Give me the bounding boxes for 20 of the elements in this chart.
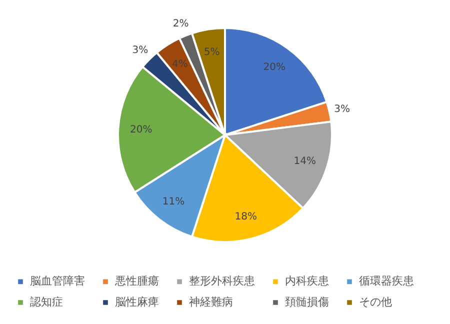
legend-label: 整形外科疾患: [189, 274, 255, 288]
data-label: 5%: [204, 47, 220, 58]
data-label: 4%: [172, 59, 188, 70]
data-label: 14%: [294, 156, 316, 167]
legend-label: 悪性腫瘍: [114, 274, 159, 288]
legend-label: 頚髄損傷: [285, 296, 329, 308]
legend-label: 認知症: [30, 296, 63, 308]
legend-label: 脳血管障害: [30, 274, 85, 288]
data-label: 20%: [263, 62, 286, 74]
legend-label: その他: [359, 296, 392, 308]
legend-label: 内科疾患: [285, 274, 329, 288]
data-label: 20%: [130, 124, 152, 136]
data-label: 2%: [172, 18, 189, 30]
data-label: 11%: [162, 196, 185, 208]
legend-label: 脳性麻痺: [115, 296, 159, 308]
legend-label: 循環器疾患: [359, 274, 414, 288]
data-label: 18%: [234, 211, 258, 222]
data-label: 3%: [334, 104, 350, 115]
legend-label: 神経難病: [189, 296, 233, 308]
data-label: 3%: [132, 45, 148, 56]
